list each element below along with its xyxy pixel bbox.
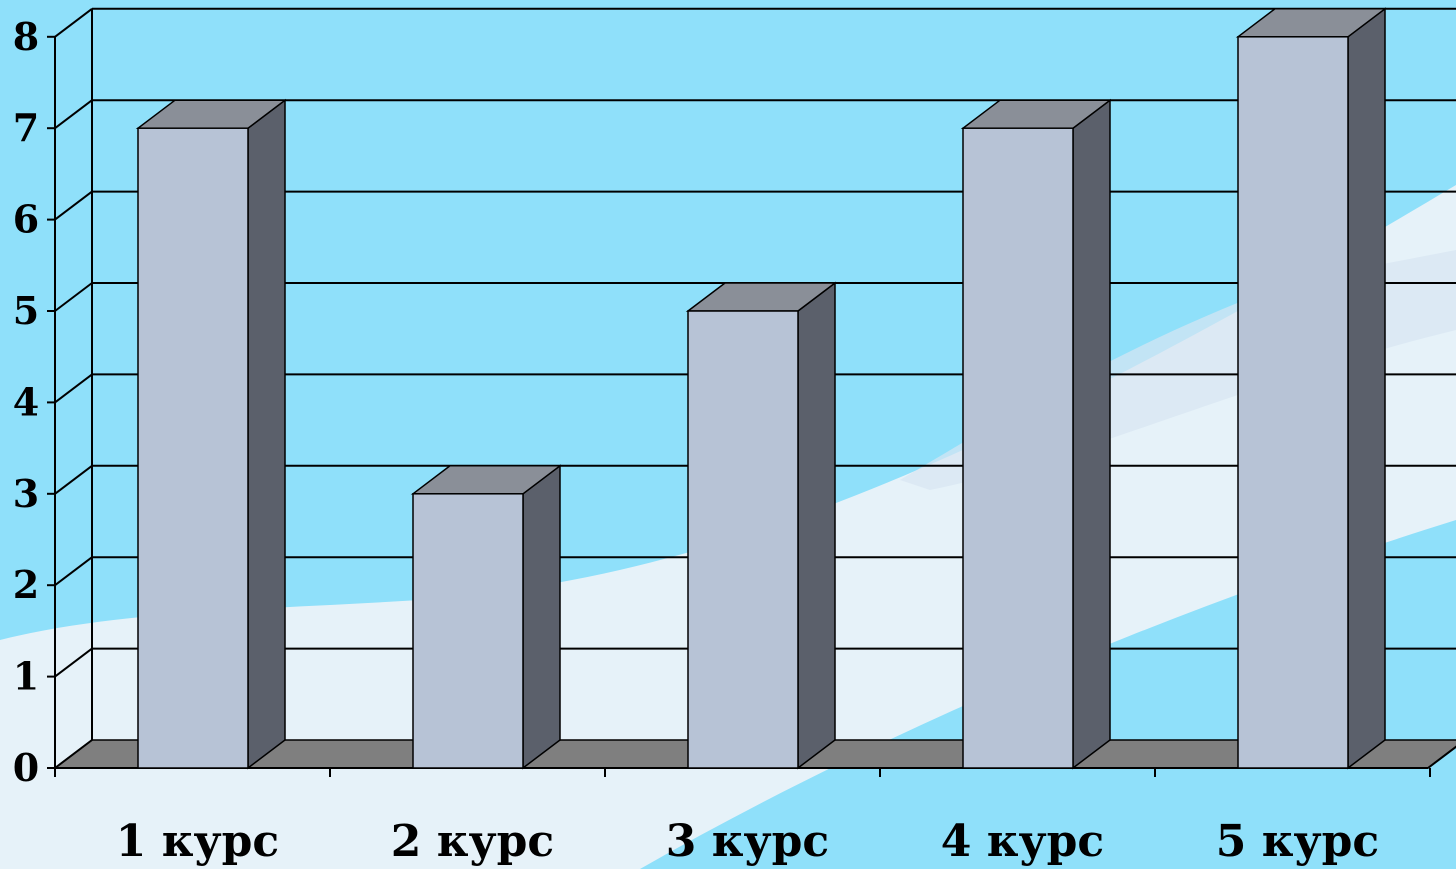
y-axis-tick-labels: 0 1 2 3 4 5 6 7 8 [13, 14, 39, 790]
x-category-label-4: 4 курс [941, 816, 1104, 867]
bar-5 [1235, 7, 1388, 770]
y-tick-label-7: 7 [13, 105, 39, 150]
gridline-side-4 [54, 373, 93, 404]
gridline-side-3 [54, 465, 93, 495]
y-tick-label-0: 0 [13, 745, 39, 790]
y-tick-label-2: 2 [13, 562, 39, 607]
bar-side-3 [797, 281, 836, 770]
y-tick-label-1: 1 [13, 654, 39, 699]
bar-front-4 [962, 127, 1074, 769]
bar-side-2 [522, 464, 561, 770]
bar-front-5 [1237, 36, 1349, 769]
background-swoosh [0, 185, 1456, 869]
gridline-side-7 [54, 99, 93, 129]
bar-side-4 [1072, 98, 1111, 770]
x-category-label-5: 5 курс [1216, 816, 1379, 867]
bar-3 [685, 281, 838, 770]
x-category-label-1: 1 курс [116, 816, 279, 867]
floor-right-edge [1427, 745, 1456, 769]
y-tick-label-4: 4 [13, 379, 39, 424]
x-category-label-3: 3 курс [666, 816, 829, 867]
y-tick-label-6: 6 [13, 197, 39, 242]
gridline-side-6 [54, 190, 93, 221]
gridline-side-2 [54, 556, 93, 586]
bar-4 [960, 98, 1113, 770]
bars [135, 7, 1388, 770]
y-tick-label-5: 5 [13, 288, 39, 333]
gridline-side-5 [54, 282, 93, 312]
y-tick-label-8: 8 [13, 14, 39, 59]
bar-side-5 [1347, 7, 1386, 770]
bar-front-3 [687, 310, 799, 769]
bar-side-1 [247, 98, 286, 770]
x-category-label-2: 2 курс [391, 816, 554, 867]
gridline-side-0 [54, 739, 93, 769]
gridline-side-8 [54, 8, 93, 38]
bar-2 [410, 464, 563, 770]
bar-1 [135, 98, 288, 770]
bar-front-1 [137, 127, 249, 769]
gridline-side-1 [54, 647, 93, 678]
y-tick-label-3: 3 [13, 471, 39, 516]
x-axis-tick-labels: 1 курс 2 курс 3 курс 4 курс 5 курс [116, 816, 1379, 867]
bar-front-2 [412, 493, 524, 769]
